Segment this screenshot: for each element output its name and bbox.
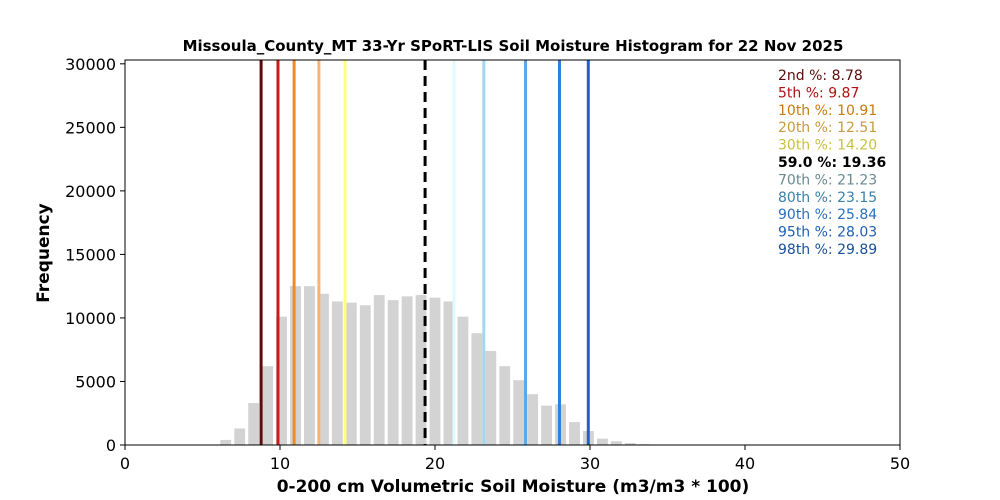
percentile-label: 2nd %: 8.78 xyxy=(778,68,863,84)
y-tick-label: 20000 xyxy=(65,182,116,201)
histogram-bar xyxy=(276,316,287,445)
histogram-bar xyxy=(304,286,315,445)
histogram-bar xyxy=(234,428,246,445)
histogram-bar xyxy=(429,297,441,445)
percentile-label: 10th %: 10.91 xyxy=(778,103,877,119)
percentile-label: 20th %: 12.51 xyxy=(778,120,877,136)
histogram-bar xyxy=(499,366,511,445)
x-tick-label: 50 xyxy=(890,454,910,473)
histogram-bar xyxy=(317,293,329,445)
y-tick-label: 5000 xyxy=(75,372,116,391)
percentile-lines xyxy=(259,60,590,445)
histogram-bar xyxy=(624,443,636,445)
histogram-bar xyxy=(596,438,608,445)
histogram-bar xyxy=(359,305,371,445)
y-tick-label: 30000 xyxy=(65,55,116,74)
histogram-bar xyxy=(248,403,260,445)
x-axis-label: 0-200 cm Volumetric Soil Moisture (m3/m3… xyxy=(277,477,750,497)
histogram-bar xyxy=(415,295,427,445)
histogram-bar xyxy=(471,333,483,445)
y-tick-label: 15000 xyxy=(65,245,116,264)
percentile-label: 98th %: 29.89 xyxy=(778,242,877,258)
percentile-label: 5th %: 9.87 xyxy=(778,85,859,101)
histogram-bar xyxy=(443,301,455,445)
x-tick-label: 10 xyxy=(270,454,290,473)
histogram-bar xyxy=(401,296,413,445)
percentile-label: 90th %: 25.84 xyxy=(778,207,877,223)
histogram-bar xyxy=(610,441,622,445)
percentile-label: 70th %: 21.23 xyxy=(778,172,877,188)
y-axis-ticks: 0 5000 10000 15000 20000 25000 30000 xyxy=(65,55,125,455)
histogram-bar xyxy=(387,300,399,445)
x-tick-label: 20 xyxy=(425,454,445,473)
x-tick-label: 30 xyxy=(580,454,600,473)
histogram-bar xyxy=(527,394,539,445)
percentile-label: 80th %: 23.15 xyxy=(778,190,877,206)
x-axis-ticks: 0 10 20 30 40 50 xyxy=(120,445,910,473)
percentile-label: 95th %: 28.03 xyxy=(778,225,877,241)
y-tick-label: 10000 xyxy=(65,309,116,328)
y-tick-label: 25000 xyxy=(65,118,116,137)
histogram-bar xyxy=(485,350,497,445)
histogram-bars xyxy=(220,286,650,445)
histogram-bar xyxy=(331,301,343,445)
histogram-bar xyxy=(220,439,232,445)
histogram-bar xyxy=(345,302,357,445)
x-tick-label: 0 xyxy=(120,454,130,473)
plot-frame xyxy=(124,59,901,446)
x-tick-label: 40 xyxy=(735,454,755,473)
histogram-bar xyxy=(569,422,580,445)
histogram-bar xyxy=(513,380,525,445)
y-tick-label: 0 xyxy=(106,436,116,455)
y-axis-label: Frequency xyxy=(34,203,54,303)
percentile-label: 30th %: 14.20 xyxy=(778,138,877,154)
histogram-bar xyxy=(262,366,274,445)
percentile-label: 59.0 %: 19.36 xyxy=(778,155,886,171)
histogram-bar xyxy=(541,405,553,445)
histogram-bar xyxy=(373,295,385,445)
chart-title: Missoula_County_MT 33-Yr SPoRT-LIS Soil … xyxy=(183,37,844,55)
histogram-bar xyxy=(457,316,469,445)
